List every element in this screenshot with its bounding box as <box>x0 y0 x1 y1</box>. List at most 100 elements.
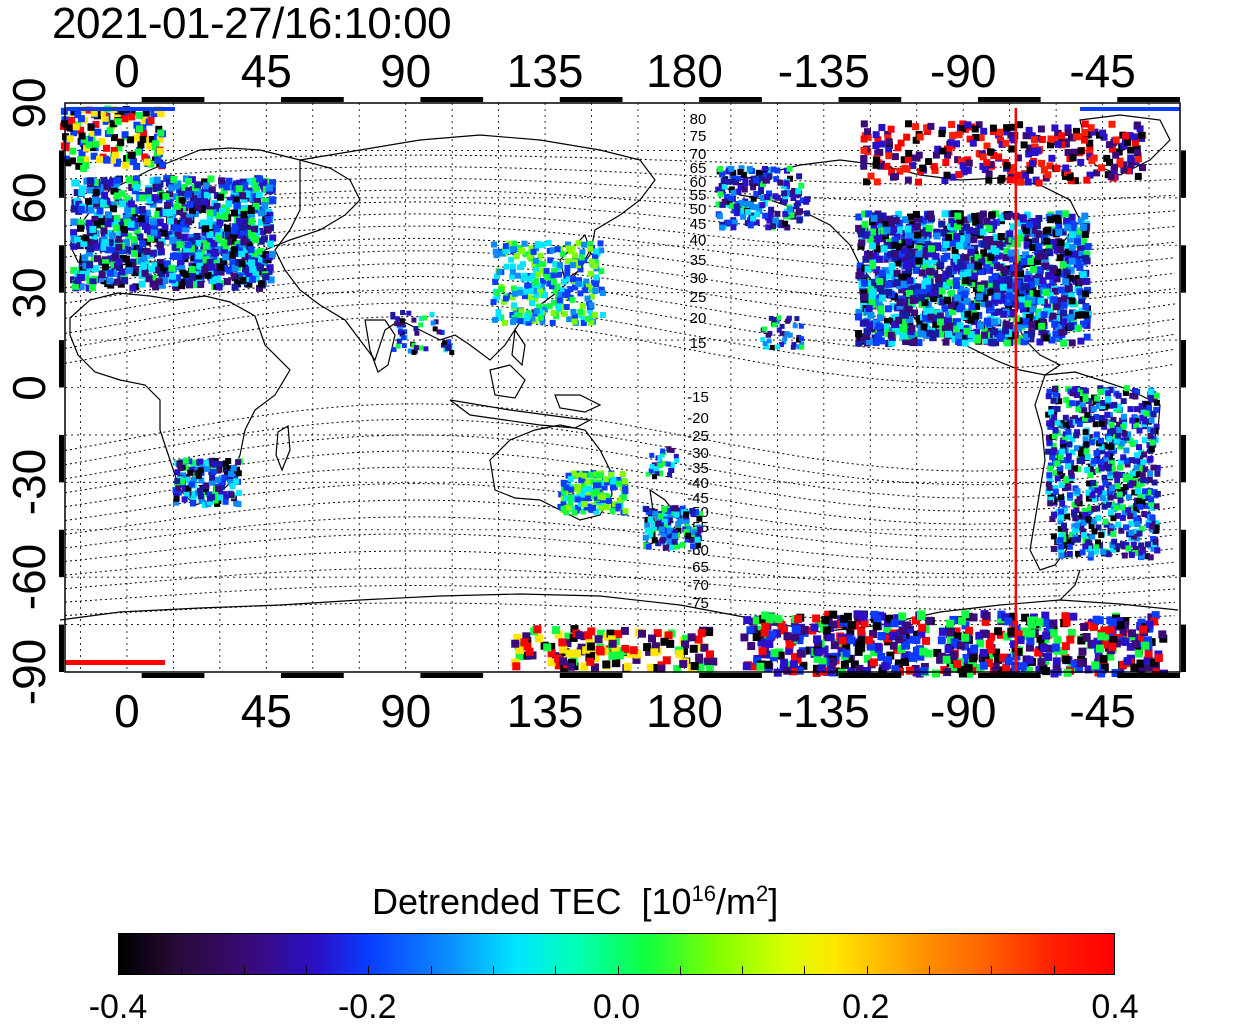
tec-cell <box>955 332 962 339</box>
tec-cell <box>798 183 804 189</box>
tec-cell <box>748 222 754 228</box>
tec-cell <box>861 120 868 127</box>
tec-cell <box>570 262 576 268</box>
tec-cell <box>520 638 528 646</box>
tec-cell <box>1149 446 1155 452</box>
tec-cell <box>964 269 971 276</box>
tec-cell <box>1035 253 1042 260</box>
tec-cell <box>950 651 958 659</box>
tec-cell <box>784 632 792 640</box>
tec-cell <box>189 266 196 273</box>
tec-cell <box>905 226 912 233</box>
tec-cell <box>1094 432 1100 438</box>
tec-cell <box>241 238 248 245</box>
tec-cell <box>1027 167 1034 174</box>
tec-cell <box>1004 339 1011 346</box>
tec-cell <box>1060 261 1067 268</box>
tec-cell <box>976 293 983 300</box>
tec-cell <box>109 232 116 239</box>
tec-cell <box>925 158 932 165</box>
tec-cell <box>593 282 599 288</box>
tec-cell <box>571 471 577 477</box>
tec-cell <box>740 633 748 641</box>
tec-cell <box>898 612 906 620</box>
tec-cell <box>1121 398 1127 404</box>
tec-cell <box>891 619 899 627</box>
tec-cell <box>774 211 780 217</box>
tec-cell <box>655 521 661 527</box>
tec-cell <box>1062 656 1070 664</box>
tec-cell <box>557 297 563 303</box>
tec-cell <box>564 265 570 271</box>
tec-cell <box>915 179 922 186</box>
tec-cell <box>980 229 987 236</box>
tec-cell <box>1088 157 1095 164</box>
tec-cell <box>1106 465 1112 471</box>
tec-cell <box>1051 512 1057 518</box>
tec-cell <box>961 610 969 618</box>
tec-cell <box>907 277 914 284</box>
tec-cell <box>905 156 912 163</box>
tec-cell <box>757 663 765 671</box>
tec-cell <box>876 278 883 285</box>
tec-cell <box>1075 312 1082 319</box>
tec-cell <box>1069 297 1076 304</box>
tec-cell <box>935 275 942 282</box>
tec-cell <box>1026 656 1034 664</box>
tec-cell <box>1038 160 1045 167</box>
tec-cell <box>207 175 214 182</box>
tec-cell <box>504 264 510 270</box>
tec-cell <box>1113 505 1119 511</box>
tec-cell <box>236 501 242 507</box>
tec-cell <box>1121 414 1127 420</box>
tec-cell <box>1155 491 1161 497</box>
tec-cell <box>217 495 223 501</box>
tec-cell <box>986 170 993 177</box>
tec-cell <box>1154 547 1160 553</box>
tec-cell <box>1130 471 1136 477</box>
tec-cell <box>904 166 911 173</box>
tec-cell <box>1141 642 1149 650</box>
tec-cell <box>576 240 582 246</box>
tec-cell <box>1109 121 1116 128</box>
tec-cell <box>247 246 254 253</box>
tec-cell <box>885 289 892 296</box>
tec-cell <box>903 262 910 269</box>
tec-cell <box>1055 406 1061 412</box>
tec-cell <box>221 213 228 220</box>
tec-cell <box>873 157 880 164</box>
tec-cell <box>819 658 827 666</box>
tec-cell <box>1026 637 1034 645</box>
tec-cell <box>1006 276 1013 283</box>
tec-cell <box>203 483 209 489</box>
tec-cell <box>955 171 962 178</box>
tec-cell <box>874 643 882 651</box>
tec-cell <box>840 615 848 623</box>
tec-cell <box>672 539 678 545</box>
tec-cell <box>1005 657 1013 665</box>
tec-cell <box>1123 448 1129 454</box>
tec-cell <box>908 652 916 660</box>
tec-cell <box>645 528 651 534</box>
tec-cell <box>1036 180 1043 187</box>
tec-cell <box>1130 441 1136 447</box>
tec-cell <box>866 321 873 328</box>
tec-cell <box>528 288 534 294</box>
tec-cell <box>794 615 802 623</box>
tec-cell <box>596 473 602 479</box>
tec-cell <box>770 167 776 173</box>
tec-cell <box>1122 133 1129 140</box>
tec-cell <box>231 465 237 471</box>
tec-cell <box>573 649 581 657</box>
tec-cell <box>595 635 603 643</box>
tec-cell <box>984 218 991 225</box>
tec-cell <box>1137 531 1143 537</box>
tec-cell <box>881 662 889 670</box>
tec-cell <box>848 621 856 629</box>
tec-cell <box>1121 638 1129 646</box>
tec-cell <box>551 279 557 285</box>
tec-cell <box>1007 628 1015 636</box>
mag-contour <box>65 551 1175 586</box>
tec-cell <box>771 649 779 657</box>
tec-cell <box>878 124 885 131</box>
